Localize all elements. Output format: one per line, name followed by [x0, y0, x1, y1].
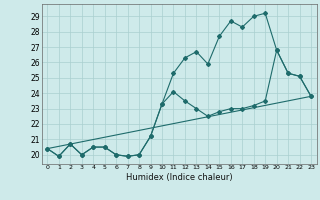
X-axis label: Humidex (Indice chaleur): Humidex (Indice chaleur)	[126, 173, 233, 182]
